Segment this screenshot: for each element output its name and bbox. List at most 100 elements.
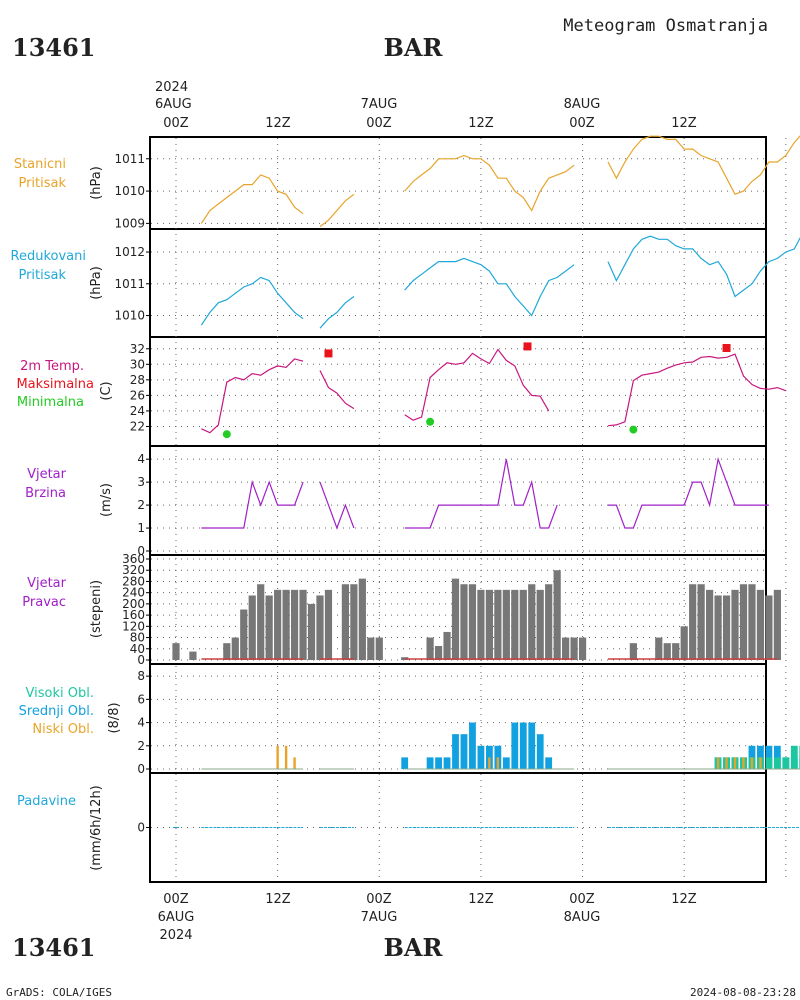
- legend-wind-speed-line2: Brzina: [25, 486, 66, 501]
- wind-speed-line: [201, 479, 304, 529]
- ytick-label: 0: [137, 821, 145, 835]
- wind-direction-bar: [731, 589, 739, 660]
- top-date-label-3: 8AUG: [564, 97, 601, 112]
- station-pressure-line: [200, 174, 304, 224]
- ytick-label: 8: [137, 669, 145, 683]
- wind-direction-bar: [189, 651, 197, 660]
- station-id-bottom: 13461: [12, 933, 96, 962]
- mid-cloud-bar: [443, 757, 451, 769]
- legend-temperature: 2m Temp. Maksimalna Minimalna: [16, 359, 94, 410]
- y-axis-titles: (hPa) (hPa) (C) (m/s) (stepeni) (8/8) (m…: [89, 166, 122, 871]
- ytick-label: 2: [137, 498, 145, 512]
- bottom-year-label: 2024: [159, 928, 192, 943]
- wind-direction-bar: [663, 643, 671, 660]
- reduced-pressure-line: [404, 257, 575, 317]
- bottom-hour-label-4: 12Z: [468, 892, 494, 907]
- wind-direction-bar: [307, 603, 316, 660]
- wind-direction-bar: [231, 637, 239, 660]
- ylabel-wind-speed: (m/s): [99, 483, 114, 517]
- wind-direction-bar: [443, 631, 451, 660]
- legend-precipitation-line1: Padavine: [17, 794, 76, 809]
- ytick-label: 28: [130, 373, 145, 387]
- wind-direction-bar: [324, 589, 333, 660]
- wind-speed-line: [319, 481, 355, 530]
- wind-direction-bar: [485, 589, 493, 660]
- wind-direction-bar: [629, 643, 637, 660]
- low-cloud-bar: [725, 757, 728, 769]
- marks-layer: [172, 135, 800, 828]
- temperature-line: [404, 348, 550, 421]
- ytick-label: 320: [122, 563, 145, 577]
- wind-direction-bar: [655, 637, 663, 660]
- mid-cloud-bar: [502, 757, 510, 769]
- max-temp-marker: [722, 343, 731, 352]
- wind-direction-bar: [502, 589, 510, 660]
- legend-reduced-pressure-line1: Redukovani: [11, 249, 86, 264]
- bottom-date-label-2: 7AUG: [361, 910, 398, 925]
- ytick-label: 22: [130, 419, 145, 433]
- wind-direction-bar: [367, 637, 375, 660]
- low-cloud-bar: [742, 757, 745, 769]
- mid-cloud-bar: [519, 722, 527, 769]
- wind-direction-bar: [680, 626, 688, 660]
- wind-direction-bar: [748, 584, 756, 660]
- top-hour-label-4: 12Z: [468, 116, 494, 131]
- mid-cloud-bar: [536, 734, 544, 769]
- wind-direction-bar: [494, 589, 502, 660]
- legend-wind-direction-line1: Vjetar: [27, 576, 67, 591]
- legend-wind-direction-line2: Pravac: [22, 595, 66, 610]
- credit-label: GrADS: COLA/IGES: [6, 986, 112, 999]
- ytick-label: 200: [122, 597, 145, 611]
- wind-direction-bar: [722, 595, 731, 660]
- low-cloud-bar: [759, 757, 762, 769]
- ytick-label: 280: [122, 574, 145, 588]
- city-name-bottom: BAR: [384, 933, 444, 962]
- legend-clouds: Visoki Obl. Srednji Obl. Niski Obl.: [19, 686, 94, 737]
- mid-cloud-bar: [545, 757, 553, 769]
- bottom-hour-label-3: 00Z: [366, 892, 392, 907]
- wind-direction-bar: [341, 584, 349, 660]
- wind-direction-bar: [240, 609, 248, 660]
- ytick-label: 1: [137, 521, 145, 535]
- ytick-label: 0: [137, 653, 145, 667]
- temperature-line: [201, 358, 304, 434]
- ytick-label: 80: [130, 631, 145, 645]
- ylabel-clouds: (8/8): [107, 702, 122, 733]
- wind-direction-bar: [773, 589, 781, 660]
- ytick-label: 24: [130, 404, 145, 418]
- ytick-label: 1010: [114, 184, 145, 198]
- product-title: Meteogram Osmatranja: [563, 16, 768, 36]
- bottom-hour-label-6: 12Z: [671, 892, 697, 907]
- ytick-label: 120: [122, 619, 145, 633]
- legend-station-pressure: Stanicni Pritisak: [14, 157, 67, 191]
- ytick-label: 40: [130, 642, 145, 656]
- wind-direction-bar: [350, 584, 358, 660]
- wind-direction-bar: [451, 578, 460, 660]
- temperature-line: [319, 370, 355, 410]
- station-pressure-line: [607, 135, 800, 196]
- top-hour-label-3: 00Z: [366, 116, 392, 131]
- mid-cloud-bar: [511, 722, 519, 769]
- ytick-label: 32: [130, 342, 145, 356]
- mid-cloud-bar: [460, 734, 468, 769]
- wind-direction-bar: [739, 584, 748, 660]
- legend-temperature-line3: Minimalna: [17, 395, 84, 410]
- station-pressure-line: [404, 154, 541, 212]
- wind-direction-bar: [714, 595, 722, 660]
- legend-station-pressure-line1: Stanicni: [14, 157, 66, 172]
- mid-cloud-bar: [452, 734, 459, 769]
- wind-direction-bar: [460, 584, 468, 660]
- ytick-label: 2: [137, 739, 145, 753]
- mid-cloud-bar: [477, 745, 485, 769]
- max-temp-marker: [523, 342, 532, 351]
- wind-direction-bar: [223, 643, 231, 660]
- reduced-pressure-line: [200, 276, 304, 326]
- legend-precipitation: Padavine: [17, 794, 76, 809]
- legend-clouds-low: Niski Obl.: [32, 722, 94, 737]
- station-id-top: 13461: [12, 33, 96, 62]
- bottom-hour-label-5: 00Z: [569, 892, 595, 907]
- low-cloud-bar: [750, 757, 754, 769]
- ytick-label: 1009: [114, 216, 145, 230]
- reduced-pressure-line: [607, 235, 800, 298]
- ytick-label: 240: [122, 586, 145, 600]
